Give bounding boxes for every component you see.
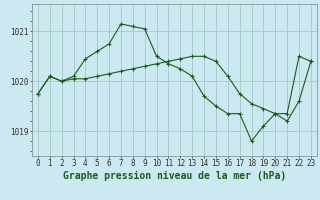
X-axis label: Graphe pression niveau de la mer (hPa): Graphe pression niveau de la mer (hPa) [63, 171, 286, 181]
